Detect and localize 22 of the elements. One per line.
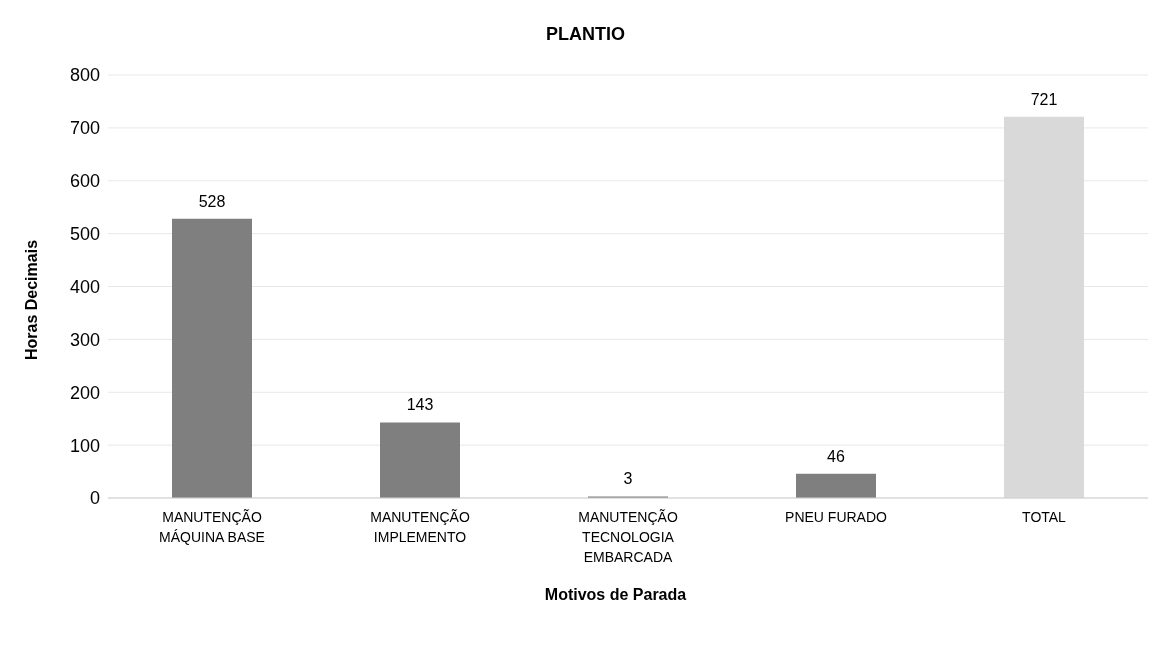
x-tick-label: TOTAL — [1022, 509, 1067, 525]
x-tick-label: MANUTENÇÃO IMPLEMENTO — [370, 509, 470, 545]
chart-title: PLANTIO — [545, 24, 626, 45]
y-tick-label: 300 — [69, 329, 100, 350]
data-label: 721 — [1030, 90, 1058, 108]
y-tick-label: 200 — [69, 382, 100, 403]
y-axis-title: Horas Decimais — [23, 239, 41, 361]
y-tick-label: 400 — [69, 276, 100, 297]
data-label: 143 — [406, 396, 434, 414]
data-label: 46 — [827, 447, 845, 465]
x-axis-title: Motivos de Parada — [543, 586, 688, 604]
y-tick-label: 800 — [69, 65, 100, 86]
x-tick-label: MANUTENÇÃO MÁQUINA BASE — [159, 509, 265, 545]
x-tick-label: MANUTENÇÃO TECNOLOGIA EMBARCADA — [578, 509, 678, 565]
x-tick-label: PNEU FURADO — [785, 509, 888, 525]
data-label: 528 — [198, 192, 226, 210]
y-tick-label: 600 — [69, 171, 100, 192]
y-tick-label: 700 — [69, 118, 100, 139]
y-tick-label: 100 — [69, 435, 100, 456]
y-tick-label: 500 — [69, 224, 100, 245]
data-label: 3 — [623, 470, 633, 488]
y-tick-label: 0 — [89, 488, 100, 509]
